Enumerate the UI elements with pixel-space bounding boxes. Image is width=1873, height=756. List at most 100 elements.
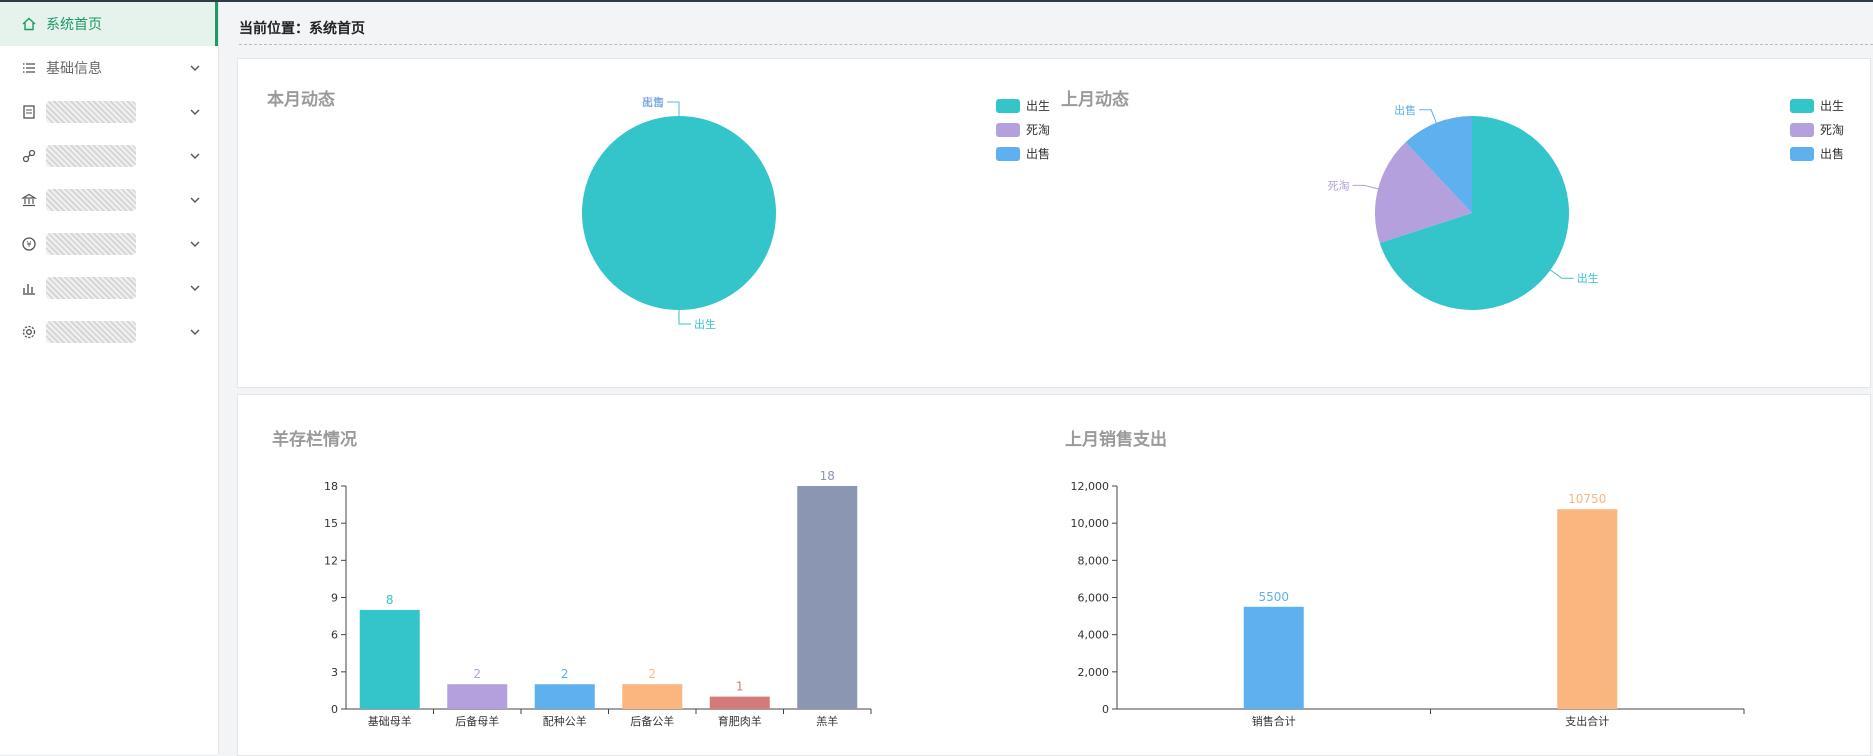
sidebar-item-reports[interactable]	[0, 266, 218, 310]
breadcrumb-divider	[239, 44, 1873, 45]
x-tick-label: 育肥肉羊	[718, 714, 762, 728]
pie-slice	[1405, 116, 1472, 213]
sidebar: 系统首页 基础信息 ¥	[0, 2, 219, 754]
sidebar-item-basic-info[interactable]: 基础信息	[0, 46, 218, 90]
chevron-down-icon	[190, 153, 200, 159]
sidebar-item-home[interactable]: 系统首页	[0, 2, 218, 46]
x-tick-label: 配种公羊	[543, 714, 587, 728]
legend-label: 死淘	[1026, 123, 1050, 137]
pie-label: 死淘	[1327, 179, 1349, 192]
bar[interactable]	[534, 684, 595, 709]
y-tick-label: 15	[324, 517, 338, 530]
svg-text:¥: ¥	[26, 240, 31, 249]
document-icon	[20, 103, 38, 121]
pie-label: 出售	[642, 95, 664, 109]
x-tick-label: 后备公羊	[630, 714, 674, 728]
legend-swatch[interactable]	[996, 147, 1020, 161]
home-icon	[20, 15, 38, 33]
chart-title-this-month: 本月动态	[267, 90, 335, 110]
sidebar-item-documents[interactable]	[0, 90, 218, 134]
bar-value-label: 5500	[1258, 590, 1289, 604]
bar[interactable]	[359, 609, 420, 709]
legend-label: 出售	[1026, 146, 1050, 161]
y-tick-label: 2,000	[1078, 666, 1110, 679]
bar-value-label: 10750	[1568, 492, 1606, 506]
x-tick-label: 销售合计	[1252, 714, 1296, 728]
pie-label: 出生	[1577, 271, 1599, 285]
x-tick-label: 支出合计	[1565, 714, 1609, 728]
bar-value-label: 8	[386, 593, 394, 607]
legend-swatch[interactable]	[996, 123, 1020, 137]
gear-icon	[20, 323, 38, 341]
bar[interactable]	[797, 486, 858, 709]
chevron-down-icon	[190, 65, 200, 71]
chevron-down-icon	[190, 285, 200, 291]
money-icon: ¥	[20, 235, 38, 253]
pie-label: 死淘	[642, 96, 664, 109]
sidebar-item-label: 系统首页	[46, 17, 102, 33]
pie-slice	[582, 116, 776, 310]
y-tick-label: 10,000	[1071, 517, 1110, 530]
legend-swatch[interactable]	[1790, 99, 1814, 113]
pie-label-line	[667, 101, 680, 116]
pie-label-line	[1550, 269, 1574, 279]
pie-slice	[1375, 142, 1472, 243]
pie-label: 出售	[1394, 103, 1416, 117]
chevron-down-icon	[190, 329, 200, 335]
main-content: 当前位置：系统首页 本月动态 上月动态 出生 死淘 出售 出生 死淘 出售 出生 死淘 出售 出生…	[219, 2, 1873, 756]
blurred-label	[46, 189, 136, 211]
bar[interactable]	[1243, 606, 1304, 709]
list-icon	[20, 59, 38, 77]
top-border	[0, 0, 1873, 2]
chevron-down-icon	[190, 241, 200, 247]
blurred-label	[46, 145, 136, 167]
bar[interactable]	[447, 684, 508, 709]
bank-icon	[20, 191, 38, 209]
y-tick-label: 12,000	[1071, 480, 1110, 493]
legend-swatch[interactable]	[1790, 123, 1814, 137]
y-tick-label: 4,000	[1078, 629, 1110, 642]
bar-value-label: 2	[648, 667, 656, 681]
y-tick-label: 0	[1102, 703, 1109, 716]
x-tick-label: 基础母羊	[368, 714, 412, 728]
stats-panel: 羊存栏情况 上月销售支出 0 3 6 9 12 15 18 8 基础母羊 2 后备母羊 2 配种公羊 2 后…	[237, 394, 1871, 756]
blurred-label	[46, 233, 136, 255]
pie-label-line	[678, 310, 691, 325]
legend-label: 出售	[1820, 146, 1844, 161]
chart-icon	[20, 279, 38, 297]
bar-value-label: 1	[736, 680, 744, 694]
sidebar-item-label: 基础信息	[46, 61, 102, 77]
link-icon	[20, 147, 38, 165]
y-tick-label: 0	[331, 703, 338, 716]
sidebar-item-bank[interactable]	[0, 178, 218, 222]
bar-charts: 0 3 6 9 12 15 18 8 基础母羊 2 后备母羊 2 配种公羊 2 后备公羊 1 育肥肉羊 18 羔羊 0…	[324, 469, 1745, 728]
y-tick-label: 6,000	[1078, 592, 1110, 605]
y-tick-label: 6	[331, 629, 338, 642]
bar[interactable]	[709, 696, 770, 709]
y-tick-label: 3	[331, 666, 338, 679]
legend-swatch[interactable]	[996, 99, 1020, 113]
sidebar-item-link[interactable]	[0, 134, 218, 178]
blurred-label	[46, 101, 136, 123]
legend-label: 死淘	[1820, 123, 1844, 137]
legend-label: 出生	[1820, 99, 1844, 113]
chevron-down-icon	[190, 197, 200, 203]
legend-swatch[interactable]	[1790, 147, 1814, 161]
chart-title-sales: 上月销售支出	[1065, 430, 1167, 450]
pie-label-line	[667, 101, 680, 116]
blurred-label	[46, 321, 136, 343]
chevron-down-icon	[190, 109, 200, 115]
chart-title-stock: 羊存栏情况	[272, 430, 357, 450]
sidebar-item-money[interactable]: ¥	[0, 222, 218, 266]
pie-label-line	[1352, 184, 1379, 190]
bar[interactable]	[1557, 509, 1618, 709]
sidebar-item-settings[interactable]	[0, 310, 218, 354]
y-tick-label: 12	[324, 554, 338, 567]
legend-label: 出生	[1026, 99, 1050, 113]
x-tick-label: 羔羊	[816, 714, 838, 728]
blurred-label	[46, 277, 136, 299]
bar-value-label: 18	[820, 469, 835, 483]
y-tick-label: 9	[331, 592, 338, 605]
bar[interactable]	[622, 684, 683, 709]
